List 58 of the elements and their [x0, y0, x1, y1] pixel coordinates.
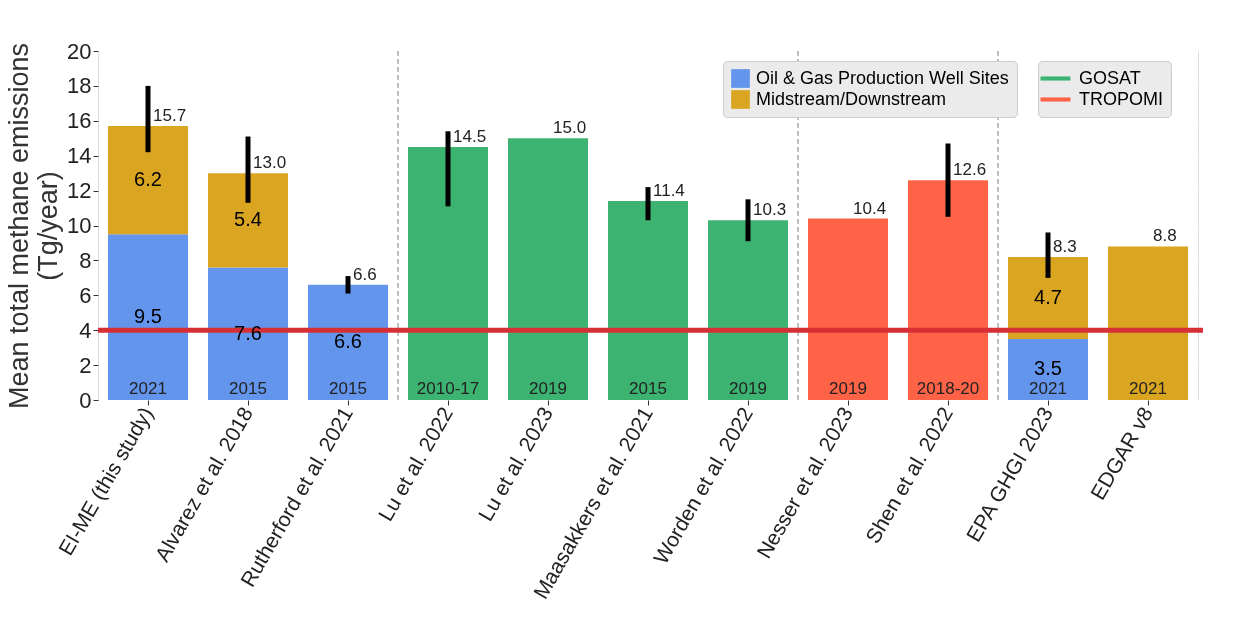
y-tick-label: 20: [67, 38, 92, 64]
bar: [508, 138, 588, 400]
total-label: 10.4: [853, 198, 887, 218]
legend-label: TROPOMI: [1079, 88, 1163, 109]
bar: [708, 220, 788, 400]
y-tick-label: 14: [67, 143, 92, 169]
data-label: 6.6: [334, 330, 362, 353]
data-label: 3.5: [1034, 357, 1062, 380]
bar: [608, 201, 688, 400]
total-label: 15.7: [153, 106, 187, 126]
annotation: 2019: [529, 379, 567, 398]
total-label: 8.3: [1053, 236, 1077, 256]
y-axis-title: Mean total methane emissions (Tg/year): [4, 42, 64, 410]
bar: [1008, 338, 1088, 400]
legend-label: Oil & Gas Production Well Sites: [756, 67, 1009, 88]
total-label: 11.4: [653, 181, 685, 201]
annotation: 2015: [629, 379, 667, 398]
bar: [1108, 246, 1188, 400]
data-label: 9.5: [134, 305, 162, 328]
annotation: 2015: [329, 379, 367, 398]
bar: [808, 218, 888, 400]
total-label: 13.0: [253, 153, 287, 173]
annotation: 2018-20: [916, 379, 980, 398]
annotation: 2021: [1129, 379, 1167, 398]
annotation: 2010-17: [416, 379, 480, 398]
total-label: 8.8: [1153, 226, 1177, 246]
y-tick-label: 4: [79, 317, 92, 343]
legend-label: Midstream/Downstream: [756, 88, 947, 109]
total-label: 15.0: [553, 118, 587, 138]
y-tick-label: 10: [67, 213, 92, 238]
annotation: 2015: [229, 379, 267, 398]
y-tick-label: 0: [79, 387, 92, 413]
y-tick-label: 16: [67, 108, 92, 134]
annotation: 2019: [729, 379, 767, 398]
bar: [908, 180, 988, 400]
bar: [208, 267, 288, 400]
data-label: 5.4: [234, 208, 262, 231]
data-label: 6.2: [134, 168, 162, 191]
total-label: 14.5: [453, 126, 487, 146]
y-tick-label: 18: [67, 73, 92, 99]
annotation: 2019: [829, 379, 867, 398]
y-tick-label: 8: [79, 247, 92, 273]
y-tick-label: 2: [79, 352, 92, 378]
bar: [208, 173, 288, 268]
bar: [108, 126, 188, 235]
total-label: 12.6: [953, 160, 987, 180]
bar: [1008, 256, 1088, 339]
legend-label: GOSAT: [1079, 67, 1141, 88]
total-label: 10.3: [753, 200, 787, 220]
annotation: 2021: [1029, 379, 1067, 398]
y-tick-label: 12: [67, 178, 92, 204]
bar: [108, 234, 188, 400]
bar: [308, 284, 388, 400]
total-label: 6.6: [353, 264, 377, 284]
y-tick-label: 6: [79, 282, 92, 308]
data-label: 4.7: [1034, 285, 1062, 308]
bar: [408, 146, 488, 400]
annotation: 2021: [129, 379, 167, 398]
